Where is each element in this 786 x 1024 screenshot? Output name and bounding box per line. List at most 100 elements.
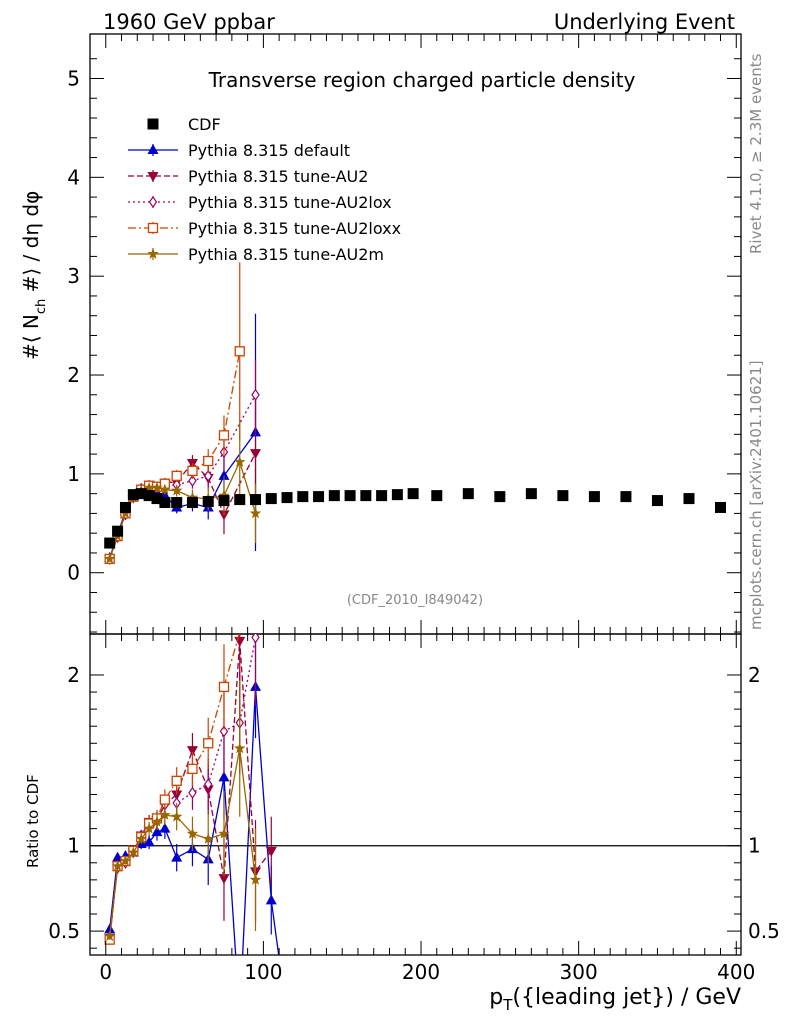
legend-label: Pythia 8.315 tune-AU2loxx <box>188 219 401 238</box>
cdf-data-point <box>557 490 569 502</box>
ratio-point <box>143 822 155 834</box>
ratio-point <box>111 860 124 872</box>
ratio-point <box>119 855 132 866</box>
ratio-point <box>159 794 171 805</box>
data-point <box>249 507 262 519</box>
cdf-series <box>104 488 727 549</box>
mcplots-label: mcplots.cern.ch [arXiv:2401.10621] <box>747 360 765 630</box>
ratio-series-5 <box>104 680 262 942</box>
ratio-point <box>171 775 182 786</box>
cdf-data-point <box>265 493 277 505</box>
ratio-point <box>202 832 214 844</box>
legend-marker <box>147 144 159 154</box>
ratio-data-marks <box>104 634 280 955</box>
ratio-point <box>104 930 116 942</box>
legend-label: Pythia 8.315 default <box>188 141 350 160</box>
series-line <box>109 460 257 560</box>
data-point <box>251 388 260 401</box>
legend-marker <box>147 172 159 182</box>
x-axis-label: pT({leading jet}) / GeV <box>489 985 741 1014</box>
legend-marker <box>148 195 158 209</box>
series-3 <box>105 360 260 565</box>
x-tick-label: 200 <box>402 960 440 984</box>
legend-label: Pythia 8.315 tune-AU2m <box>188 245 384 264</box>
x-tick-label: 100 <box>244 960 282 984</box>
legend-label: CDF <box>188 115 221 134</box>
ratio-point <box>218 874 230 885</box>
ratio-plot-panel: 0.5 0.5 1 1 2 2 <box>48 633 780 956</box>
cdf-data-point <box>135 488 147 500</box>
y-tick-label: 5 <box>67 66 80 90</box>
analysis-tag: (CDF_2010_I849042) <box>347 593 483 608</box>
cdf-data-point <box>159 497 171 509</box>
ratio-point <box>186 827 199 839</box>
ratio-point <box>234 742 246 754</box>
ratio-point <box>104 923 116 934</box>
ratio-y-ticks: 0.5 0.5 1 1 2 2 <box>48 663 780 949</box>
data-point <box>104 552 116 564</box>
ratio-point <box>186 746 198 757</box>
cdf-data-point <box>525 488 537 500</box>
cdf-data-point <box>431 490 443 502</box>
cdf-data-point <box>715 501 727 513</box>
ratio-point <box>234 636 246 647</box>
cdf-data-point <box>588 491 600 503</box>
ratio-point <box>265 894 277 905</box>
cdf-data-point <box>281 492 293 504</box>
cdf-data-point <box>104 537 116 549</box>
cdf-data-point <box>494 491 506 503</box>
legend-label: Pythia 8.315 tune-AU2lox <box>188 193 392 212</box>
legend-marker <box>147 248 159 259</box>
ratio-y-tick-label-right: 0.5 <box>748 919 780 943</box>
cdf-data-point <box>250 494 262 506</box>
data-point <box>171 484 183 496</box>
ratio-series-4 <box>104 634 240 945</box>
ratio-point <box>159 822 171 833</box>
legend-label: Pythia 8.315 tune-AU2 <box>188 167 368 186</box>
ratio-line <box>109 748 257 937</box>
ratio-point <box>171 851 183 862</box>
ratio-line <box>109 637 257 938</box>
ratio-point <box>203 778 213 791</box>
data-point <box>234 346 245 357</box>
data-point <box>188 474 197 487</box>
data-point <box>250 449 262 460</box>
ratio-point <box>218 827 230 839</box>
ratio-point <box>151 826 163 837</box>
ratio-point <box>219 725 229 738</box>
ratio-y-axis-label: Ratio to CDF <box>24 774 42 868</box>
cdf-data-point <box>313 491 325 503</box>
data-point <box>218 469 230 480</box>
ratio-point <box>265 846 277 857</box>
data-point <box>171 470 182 481</box>
series-5 <box>104 422 262 564</box>
data-point <box>143 481 155 493</box>
y-tick-label: 4 <box>67 165 80 189</box>
y-tick-label: 0 <box>67 561 80 585</box>
y-axis-label: #⟨ Nch #⟩ / dη dφ <box>19 191 49 360</box>
ratio-point <box>188 786 197 799</box>
data-point <box>218 510 230 521</box>
ratio-series-3 <box>105 634 260 944</box>
data-point <box>151 481 163 493</box>
ratio-point <box>249 873 262 885</box>
main-data-marks <box>104 262 727 565</box>
x-axis-ticks: 0 100 200 300 400 <box>89 34 755 984</box>
x-tick-label: 300 <box>560 960 598 984</box>
data-point <box>187 465 198 477</box>
x-tick-label: 0 <box>99 960 112 984</box>
data-point <box>203 455 214 467</box>
cdf-data-point <box>462 488 474 500</box>
main-y-ticks: 0 1 2 3 4 5 <box>67 58 741 633</box>
series-2 <box>104 393 262 565</box>
series-line <box>109 351 241 560</box>
cdf-data-point <box>407 488 419 500</box>
cdf-data-point <box>234 494 246 506</box>
ratio-y-tick-label-right: 1 <box>748 834 761 858</box>
ratio-point <box>187 763 198 775</box>
cdf-data-point <box>344 490 356 502</box>
ratio-point <box>135 832 147 844</box>
cdf-data-point <box>620 491 632 503</box>
legend-marker <box>147 118 159 130</box>
